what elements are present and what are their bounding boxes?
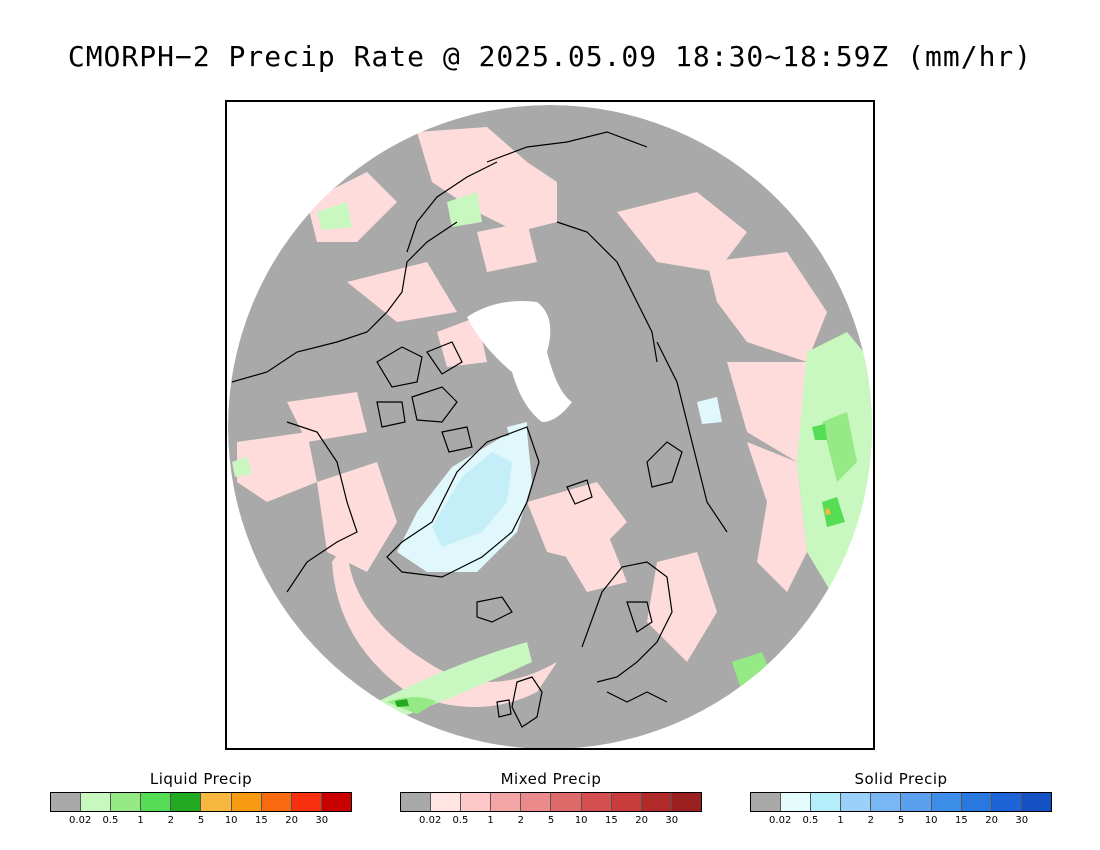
- mixed-swatch: [581, 793, 612, 811]
- coastlines: [231, 131, 728, 728]
- legend-mixed: Mixed Precip 0.02 0.5 1 2 5 10 15 20 30: [400, 770, 702, 828]
- mixed-tick-label: 10: [574, 815, 588, 826]
- polar-ice-cap: [467, 301, 572, 422]
- liquid-tick-label: 5: [197, 815, 205, 826]
- liquid-tick-label: 0.02: [69, 815, 92, 826]
- solid-swatch: [781, 793, 812, 811]
- liquid-tick-label: 0.5: [102, 815, 119, 826]
- solid-tick-label: 0.02: [769, 815, 792, 826]
- legend-mixed-title: Mixed Precip: [500, 770, 602, 788]
- liquid-swatch: [201, 793, 232, 811]
- legend-liquid-title: Liquid Precip: [149, 770, 253, 788]
- solid-swatch: [991, 793, 1022, 811]
- mixed-precip-regions: [237, 127, 827, 707]
- mixed-swatch: [611, 793, 642, 811]
- solid-tick-label: 5: [897, 815, 905, 826]
- solid-swatch: [871, 793, 902, 811]
- liquid-tick-label: 30: [315, 815, 329, 826]
- legend-solid-swatches: [750, 792, 1052, 812]
- map-svg: [228, 105, 872, 748]
- liquid-swatch: [321, 793, 351, 811]
- legend-mixed-swatches: [400, 792, 702, 812]
- solid-tick-label: 1: [837, 815, 844, 826]
- liquid-swatch: [111, 793, 142, 811]
- mixed-tick-label: 1: [487, 815, 494, 826]
- mixed-swatch: [551, 793, 582, 811]
- mixed-swatch: [461, 793, 492, 811]
- mixed-swatch: [431, 793, 462, 811]
- solid-tick-label: 15: [955, 815, 968, 826]
- mixed-tick-label: 0.02: [419, 815, 442, 826]
- mixed-tick-label: 15: [605, 815, 618, 826]
- liquid-swatch: [261, 793, 292, 811]
- solid-tick-label: 10: [924, 815, 938, 826]
- mixed-swatch: [491, 793, 522, 811]
- solid-swatch: [901, 793, 932, 811]
- legend-solid-ticks: 0.02 0.5 1 2 5 10 15 20 30: [750, 812, 1052, 828]
- solid-swatch: [751, 793, 782, 811]
- liquid-tick-label: 15: [255, 815, 268, 826]
- mixed-swatch: [671, 793, 701, 811]
- mixed-tick-label: 5: [547, 815, 555, 826]
- mixed-swatch: [641, 793, 672, 811]
- mixed-tick-label: 20: [635, 815, 648, 826]
- liquid-tick-label: 20: [285, 815, 298, 826]
- liquid-swatch: [291, 793, 322, 811]
- liquid-tick-label: 1: [137, 815, 144, 826]
- mixed-swatch: [401, 793, 432, 811]
- mixed-swatch: [521, 793, 552, 811]
- mixed-tick-label: 2: [517, 815, 524, 826]
- solid-tick-label: 2: [867, 815, 874, 826]
- solid-swatch: [1021, 793, 1051, 811]
- solid-precip-regions: [397, 397, 722, 572]
- legend-solid-title: Solid Precip: [854, 770, 948, 788]
- mixed-tick-label: 30: [665, 815, 679, 826]
- liquid-swatch: [51, 793, 82, 811]
- solid-tick-label: 0.5: [802, 815, 819, 826]
- legend-solid: Solid Precip 0.02 0.5 1 2 5 10 15 20 30: [750, 770, 1052, 828]
- solid-swatch: [841, 793, 872, 811]
- solid-tick-label: 20: [985, 815, 998, 826]
- liquid-swatch: [231, 793, 262, 811]
- polar-map: [225, 100, 875, 750]
- mixed-tick-label: 0.5: [452, 815, 469, 826]
- chart-title: CMORPH−2 Precip Rate @ 2025.05.09 18:30~…: [67, 40, 1033, 73]
- solid-tick-label: 30: [1015, 815, 1029, 826]
- legend-liquid: Liquid Precip 0.02 0.5 1 2 5 10 15 20 30: [50, 770, 352, 828]
- liquid-swatch: [171, 793, 202, 811]
- liquid-swatch: [81, 793, 112, 811]
- legend-mixed-ticks: 0.02 0.5 1 2 5 10 15 20 30: [400, 812, 702, 828]
- solid-swatch: [811, 793, 842, 811]
- liquid-tick-label: 2: [167, 815, 174, 826]
- legend-liquid-swatches: [50, 792, 352, 812]
- solid-swatch: [931, 793, 962, 811]
- solid-swatch: [961, 793, 992, 811]
- legend-liquid-ticks: 0.02 0.5 1 2 5 10 15 20 30: [50, 812, 352, 828]
- liquid-tick-label: 10: [224, 815, 238, 826]
- liquid-swatch: [141, 793, 172, 811]
